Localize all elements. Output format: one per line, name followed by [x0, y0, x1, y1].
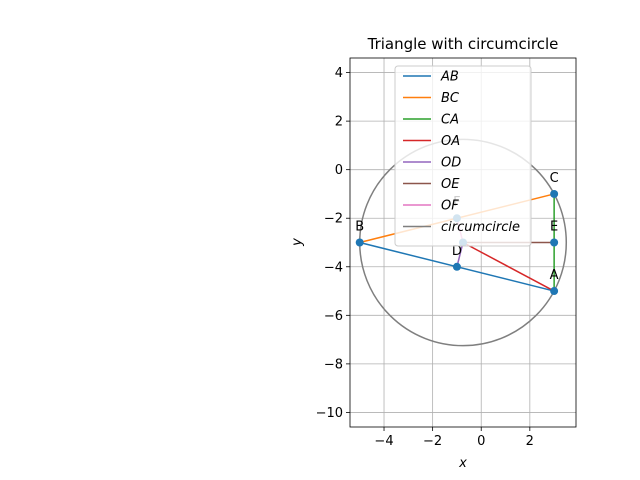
x-axis-label: x	[458, 456, 467, 471]
x-tick-label: −2	[423, 434, 442, 449]
legend: AB BC CA OA OD OE OF circumcircle	[394, 65, 532, 247]
axes-frame	[349, 57, 577, 428]
legend-entry: BC	[441, 91, 460, 106]
legend-entry: OD	[441, 156, 461, 171]
legend-entry: OF	[441, 199, 459, 214]
y-tick-label: −2	[324, 212, 343, 227]
y-tick-label: 2	[335, 115, 343, 130]
y-tick-label: −4	[324, 260, 343, 275]
legend-entry: CA	[441, 113, 459, 128]
x-tick-label: −4	[374, 434, 393, 449]
point-label-a: A	[550, 268, 559, 283]
y-tick-label: −6	[324, 309, 343, 324]
y-tick-label: 4	[335, 66, 343, 81]
y-axis-label: y	[290, 238, 305, 247]
y-tick-label: 0	[335, 163, 343, 178]
series-oa	[462, 241, 555, 292]
x-tick-label: 0	[477, 434, 485, 449]
point-label-d: D	[452, 244, 462, 259]
point-marker	[550, 189, 559, 198]
legend-entry: OE	[441, 177, 460, 192]
y-tick-label: −8	[324, 357, 343, 372]
legend-entry: OA	[441, 134, 460, 149]
point-marker	[550, 287, 559, 296]
point-marker	[452, 262, 461, 271]
chart-title: Triangle with circumcircle	[367, 35, 559, 53]
series-od	[456, 242, 464, 267]
point-marker	[550, 238, 559, 247]
point-label-c: C	[550, 171, 559, 186]
point-label-b: B	[355, 220, 364, 235]
y-tick-label: −10	[316, 406, 343, 421]
point-marker	[355, 238, 364, 247]
legend-entry: AB	[440, 70, 459, 85]
legend-box	[394, 65, 532, 247]
legend-entry: circumcircle	[441, 220, 520, 235]
x-tick-label: 2	[526, 434, 534, 449]
point-label-e: E	[550, 220, 558, 235]
